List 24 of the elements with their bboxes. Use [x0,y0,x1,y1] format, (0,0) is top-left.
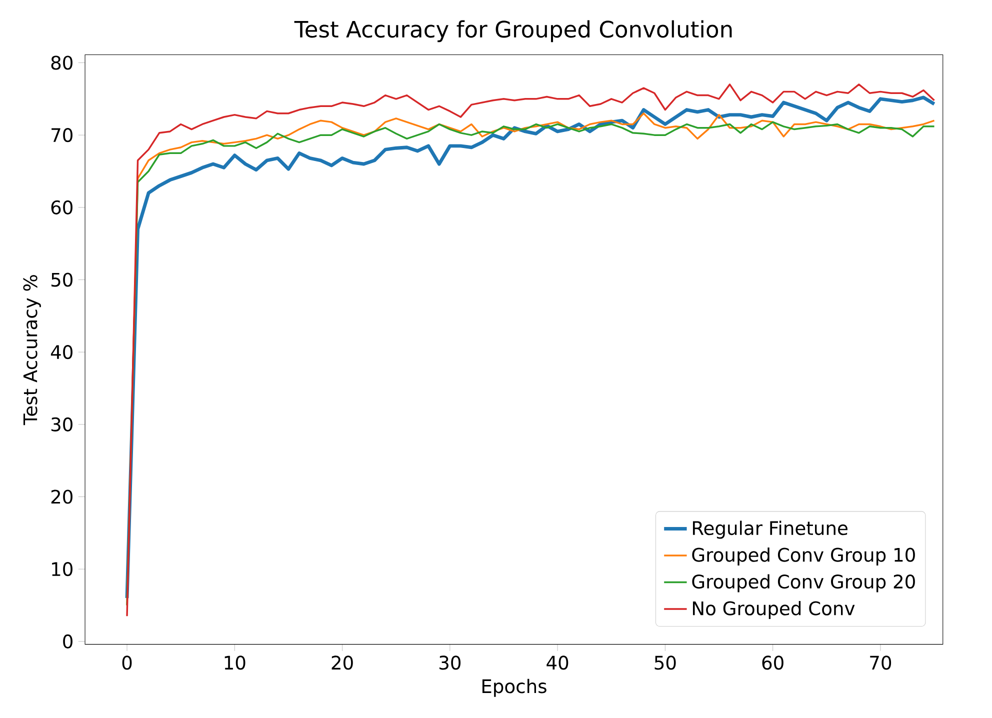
x-tick-label: 10 [224,656,246,670]
x-tick-label: 0 [122,656,132,670]
y-tick-label: 0 [63,634,72,648]
legend-label: Grouped Conv Group 10 [692,547,915,566]
chart-title: Test Accuracy for Grouped Convolution [294,20,732,42]
y-tick-label: 80 [51,56,72,70]
y-tick-label: 20 [51,490,72,504]
y-tick-label: 40 [50,345,72,360]
x-tick-label: 50 [654,656,676,670]
y-tick-label: 70 [52,128,72,142]
y-tick-label: 10 [52,562,72,576]
x-tick-label: 70 [870,656,892,670]
x-axis-title: Epochs [482,678,546,697]
legend-label: No Grouped Conv [692,600,855,619]
x-tick-label: 60 [762,656,784,670]
y-axis-title: Test Accuracy % [23,275,41,426]
x-tick-label: 40 [546,656,568,670]
y-tick-label: 50 [51,272,72,287]
y-tick-label: 30 [51,417,72,432]
x-tick-label: 30 [440,656,461,670]
legend-label: Grouped Conv Group 20 [692,574,915,592]
x-tick-label: 20 [332,656,353,670]
y-tick-label: 60 [51,200,72,214]
legend-label: Regular Finetune [692,520,848,539]
